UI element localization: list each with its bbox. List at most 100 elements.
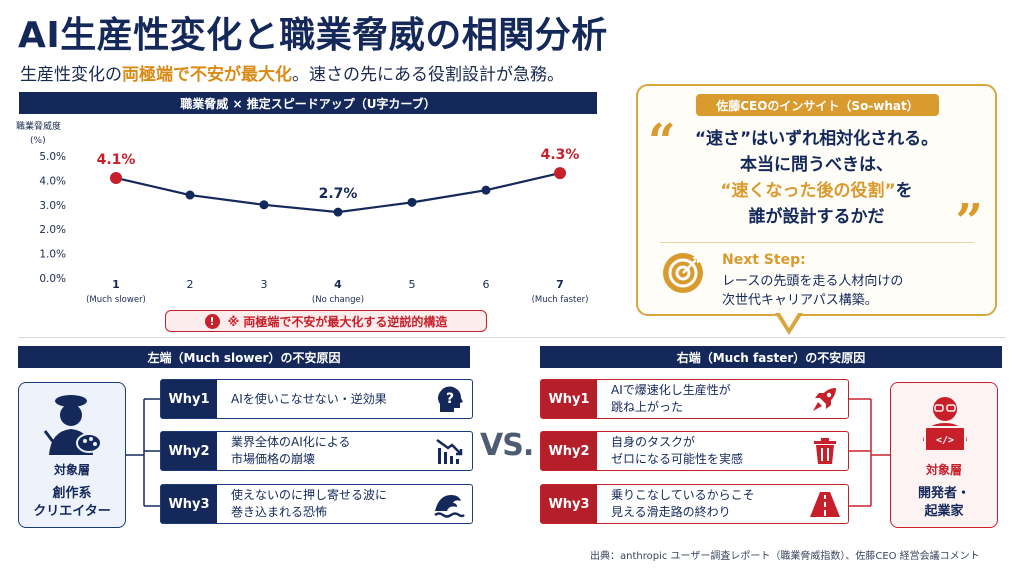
x-tick-label: 3	[261, 278, 268, 291]
why-badge: Why3	[161, 485, 217, 523]
data-point	[333, 207, 343, 217]
question-head-icon: ?	[426, 380, 472, 418]
y-tick-label: 2.0%	[39, 224, 66, 236]
why-badge: Why1	[541, 380, 597, 418]
data-point	[110, 171, 122, 184]
why-badge: Why3	[541, 485, 597, 523]
trash-icon	[802, 432, 848, 470]
left-target-name-line-2: クリエイター	[33, 504, 111, 519]
y-axis-unit: (%)	[30, 136, 46, 146]
source-note: 出典：anthropic ユーザー調査レポート（職業脅威指数）、佐藤CEO 経営…	[590, 551, 980, 562]
y-tick-label: 0.0%	[39, 273, 66, 285]
why-text: AIを使いこなせない・逆効果	[231, 391, 387, 406]
data-label: 2.7%	[319, 186, 358, 202]
subtitle-highlight: 両極端で不安が最大化	[122, 65, 292, 85]
x-tick-label: 7	[556, 278, 564, 291]
left-target-name-line-1: 創作系	[52, 486, 92, 501]
page-subtitle: 生産性変化の両極端で不安が最大化。速さの先にある役割設計が急務。	[20, 60, 564, 85]
right-why-3: Why3 乗りこなしているからこそ 見える滑走路の終わり	[540, 484, 849, 524]
right-target-name-line-2: 起業家	[924, 504, 964, 519]
y-tick-label: 5.0%	[39, 151, 66, 163]
data-point	[407, 197, 417, 207]
versus-label: VS.	[480, 428, 534, 463]
right-section-header: 右端（Much faster）の不安原因	[540, 346, 1002, 368]
x-tick-label: 4	[334, 278, 342, 291]
why-badge: Why2	[541, 432, 597, 470]
insight-callout: 佐藤CEOのインサイト（So-what） “ ” “速さ”はいずれ相対化される。…	[636, 84, 997, 316]
open-quote-icon: “	[648, 114, 676, 170]
data-label: 4.3%	[541, 147, 580, 163]
y-tick-label: 3.0%	[39, 200, 66, 212]
developer-icon: </>	[923, 397, 967, 452]
why-badge: Why2	[161, 432, 217, 470]
right-why-2: Why2 自身のタスクが ゼロになる可能性を実感	[540, 431, 849, 471]
data-point	[481, 185, 491, 195]
close-quote-icon: ”	[955, 194, 983, 250]
y-axis-label: 職業脅威度	[16, 120, 61, 132]
quote-line-3: “速くなった後の役割”を	[638, 178, 995, 204]
target-icon	[663, 253, 703, 293]
x-tick-sublabel: (Much faster)	[532, 295, 589, 305]
subtitle-part1: 生産性変化の	[20, 65, 122, 85]
why-text: AIで爆速化し生産性が 跳ね上がった	[611, 383, 731, 414]
insight-divider	[660, 242, 974, 243]
data-point	[259, 200, 269, 210]
runway-icon	[802, 485, 848, 523]
insight-quote: “速さ”はいずれ相対化される。 本当に問うべきは、 “速くなった後の役割”を 誰…	[638, 126, 995, 230]
data-point	[185, 190, 195, 200]
paradox-note: ! ※ 両極端で不安が最大化する逆説的構造	[165, 310, 487, 332]
right-target-label: 対象層	[925, 463, 962, 477]
quote-line-2: 本当に問うべきは、	[740, 155, 893, 175]
insight-tag: 佐藤CEOのインサイト（So-what）	[696, 94, 939, 116]
next-step-line-1: レースの先頭を走る人材向けの	[722, 274, 904, 289]
rocket-icon	[802, 380, 848, 418]
x-tick-label: 1	[112, 278, 120, 291]
left-section-header: 左端（Much slower）の不安原因	[18, 346, 470, 368]
left-why-3: Why3 使えないのに押し寄せる波に 巻き込まれる恐怖	[160, 484, 473, 524]
quote-line-3-rest: を	[895, 181, 913, 201]
quote-highlight: “速くなった後の役割”	[720, 181, 896, 201]
x-tick-label: 5	[409, 278, 416, 291]
why-text: 使えないのに押し寄せる波に 巻き込まれる恐怖	[231, 488, 388, 519]
right-target-box: </> 対象層 開発者・ 起業家	[890, 382, 998, 528]
right-connector-lines	[849, 398, 891, 507]
chart-header: 職業脅威 × 推定スピードアップ（U字カーブ）	[19, 92, 597, 114]
y-tick-label: 1.0%	[39, 249, 66, 261]
x-tick-sublabel: (Much slower)	[86, 295, 146, 305]
x-tick-label: 6	[483, 278, 490, 291]
data-label: 4.1%	[97, 152, 136, 168]
right-target-name: 開発者・ 起業家	[891, 485, 997, 521]
paradox-text: ※ 両極端で不安が最大化する逆説的構造	[227, 314, 448, 329]
left-target-box: 対象層 創作系 クリエイター	[18, 382, 126, 528]
left-why-1: Why1 AIを使いこなせない・逆効果 ?	[160, 379, 473, 419]
quote-line-1: “速さ”はいずれ相対化される。	[694, 129, 939, 149]
x-tick-sublabel: (No change)	[312, 295, 364, 305]
data-point	[554, 167, 566, 180]
right-why-1: Why1 AIで爆速化し生産性が 跳ね上がった	[540, 379, 849, 419]
y-tick-label: 4.0%	[39, 175, 66, 187]
next-step-label: Next Step:	[722, 252, 806, 268]
quote-line-4: 誰が設計するかだ	[748, 207, 885, 227]
why-text: 業界全体のAI化による 市場価格の崩壊	[231, 435, 351, 466]
declining-chart-icon	[426, 432, 472, 470]
why-text: 自身のタスクが ゼロになる可能性を実感	[611, 435, 744, 466]
section-divider	[18, 337, 1006, 338]
artist-icon	[43, 395, 102, 455]
next-step-text: レースの先頭を走る人材向けの 次世代キャリアパス構築。	[722, 272, 903, 310]
subtitle-part2: 。速さの先にある役割設計が急務。	[292, 65, 564, 85]
callout-tail	[775, 310, 803, 335]
svg-text:</>: </>	[936, 435, 954, 446]
u-curve-chart: 職業脅威度 (%) 0.0% 1.0% 2.0% 3.0% 4.0% 5.0% 1 (Much…	[16, 120, 589, 305]
svg-text:?: ?	[446, 391, 454, 407]
left-connector-lines	[126, 398, 160, 507]
left-target-label: 対象層	[53, 463, 90, 477]
left-target-name: 創作系 クリエイター	[19, 485, 125, 521]
x-tick-label: 2	[187, 278, 194, 291]
next-step-line-2: 次世代キャリアパス構築。	[722, 293, 878, 308]
page-title: AI生産性変化と職業脅威の相関分析	[18, 15, 608, 56]
left-why-2: Why2 業界全体のAI化による 市場価格の崩壊	[160, 431, 473, 471]
exclamation-icon: !	[204, 313, 220, 329]
why-badge: Why1	[161, 380, 217, 418]
wave-icon	[426, 485, 472, 523]
